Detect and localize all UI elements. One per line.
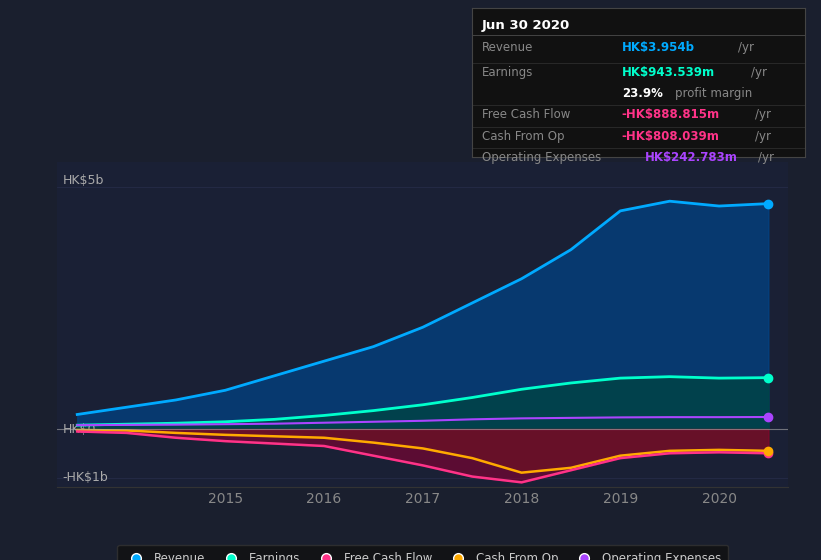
Text: /yr: /yr bbox=[754, 108, 771, 121]
Text: /yr: /yr bbox=[754, 130, 771, 143]
Text: HK$242.783m: HK$242.783m bbox=[645, 151, 738, 164]
Text: 23.9%: 23.9% bbox=[621, 87, 663, 100]
Legend: Revenue, Earnings, Free Cash Flow, Cash From Op, Operating Expenses: Revenue, Earnings, Free Cash Flow, Cash … bbox=[117, 545, 728, 560]
Text: HK$0: HK$0 bbox=[62, 423, 96, 436]
Text: HK$3.954b: HK$3.954b bbox=[621, 41, 695, 54]
Text: -HK$888.815m: -HK$888.815m bbox=[621, 108, 720, 121]
Text: -HK$1b: -HK$1b bbox=[62, 471, 108, 484]
Text: -HK$808.039m: -HK$808.039m bbox=[621, 130, 719, 143]
Text: HK$943.539m: HK$943.539m bbox=[621, 66, 715, 80]
Text: /yr: /yr bbox=[751, 66, 768, 80]
Text: Earnings: Earnings bbox=[482, 66, 534, 80]
Text: profit margin: profit margin bbox=[675, 87, 752, 100]
Text: Jun 30 2020: Jun 30 2020 bbox=[482, 19, 571, 32]
Text: Revenue: Revenue bbox=[482, 41, 534, 54]
Text: /yr: /yr bbox=[758, 151, 774, 164]
Text: HK$5b: HK$5b bbox=[62, 174, 103, 186]
Text: Free Cash Flow: Free Cash Flow bbox=[482, 108, 571, 121]
Text: Operating Expenses: Operating Expenses bbox=[482, 151, 601, 164]
Text: Cash From Op: Cash From Op bbox=[482, 130, 565, 143]
Text: /yr: /yr bbox=[738, 41, 754, 54]
